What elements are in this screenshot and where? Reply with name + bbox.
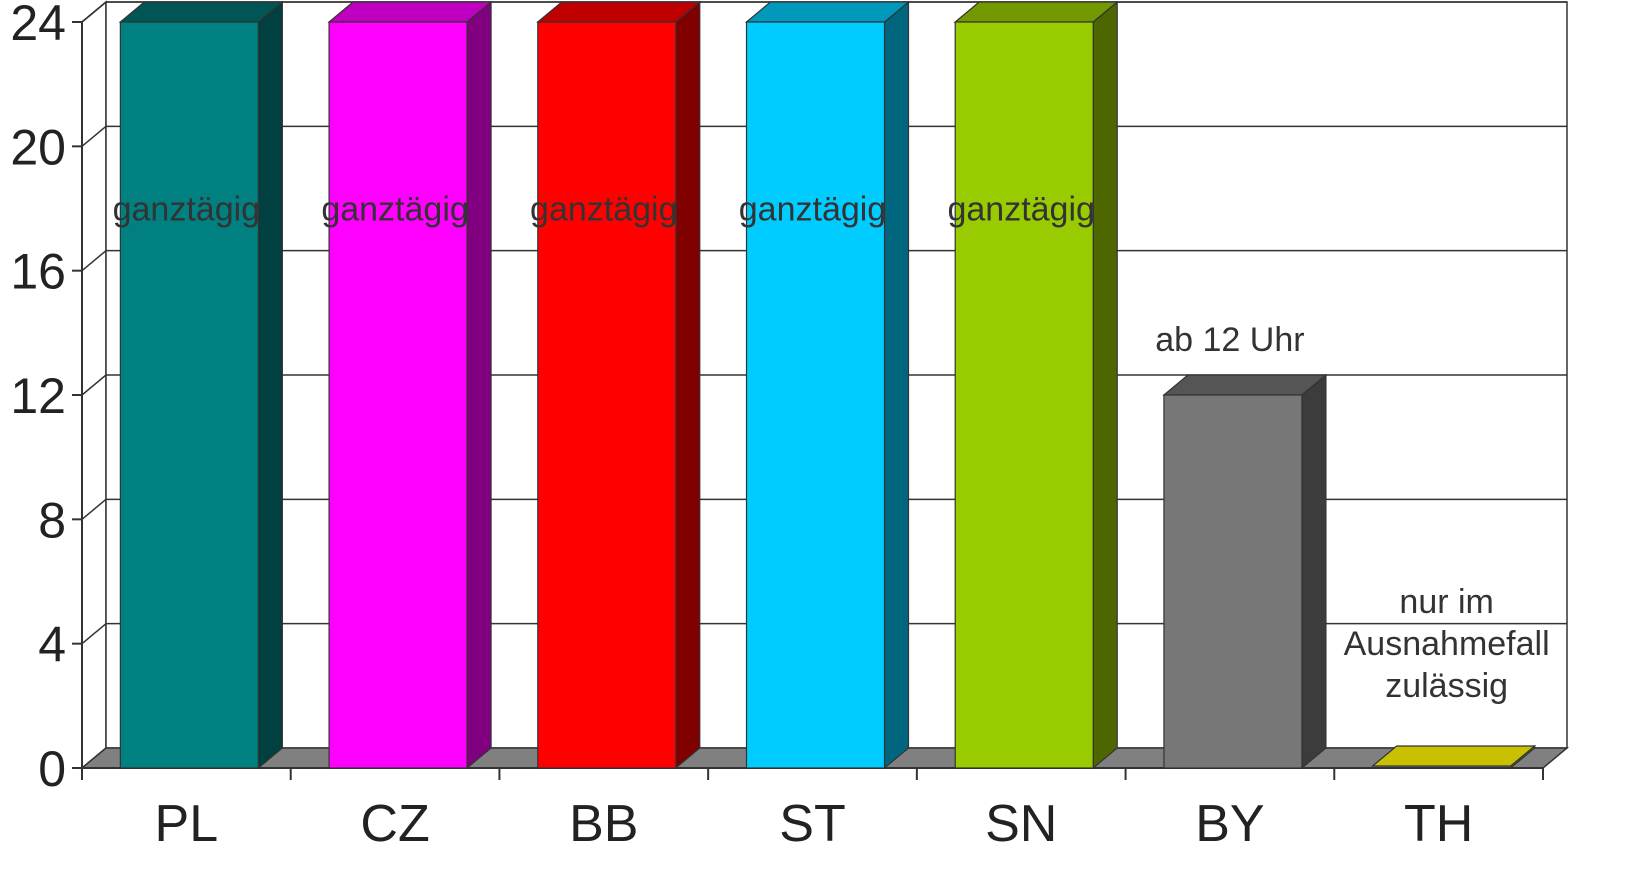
x-tick-label: ST	[779, 795, 845, 853]
data-label: ganztägig	[321, 191, 468, 229]
bar-front	[537, 21, 677, 769]
bars	[118, 0, 1537, 770]
bar-top	[744, 1, 911, 23]
bar	[1370, 744, 1537, 770]
data-label: nur im	[1399, 583, 1493, 621]
bar-front	[954, 21, 1094, 769]
bar	[327, 0, 493, 770]
bar-top	[536, 1, 702, 23]
y-tick-label: 20	[10, 119, 66, 175]
bar	[118, 0, 285, 770]
bar	[536, 0, 702, 770]
bar-side	[257, 0, 283, 770]
data-label: ganztägig	[739, 191, 886, 229]
bar	[744, 0, 911, 770]
bar-top	[1162, 374, 1328, 396]
y-tick-label: 24	[10, 0, 66, 51]
data-label: ganztägig	[113, 191, 260, 229]
x-tick-label: PL	[155, 795, 219, 853]
bar	[1162, 373, 1328, 770]
data-label: ganztägig	[947, 191, 1094, 229]
gridline	[81, 1, 107, 23]
bar-side	[466, 0, 492, 770]
data-label: ganztägig	[530, 191, 677, 229]
bar-front	[328, 21, 468, 769]
gridline	[81, 623, 107, 645]
bar-annotations: ganztägig ganztägig ganztägig ganztägig ganz…	[113, 191, 1550, 706]
gridline	[81, 374, 107, 396]
bar-front	[1163, 394, 1303, 769]
bar-top	[1370, 745, 1537, 767]
gridline	[81, 125, 107, 147]
data-label: zulässig	[1385, 667, 1508, 705]
y-tick-label: 12	[10, 368, 66, 424]
bar-side	[1301, 373, 1327, 770]
x-tick-label: BY	[1195, 795, 1264, 853]
bar-front	[745, 21, 886, 769]
y-tick-label: 16	[10, 244, 66, 300]
bar-side	[883, 0, 910, 770]
x-tick-label: CZ	[360, 795, 429, 853]
gridline	[81, 250, 107, 272]
bar-top	[118, 1, 285, 23]
bar-side	[675, 0, 701, 770]
data-label: Ausnahmefall	[1344, 625, 1550, 663]
y-tick-label: 8	[38, 492, 66, 548]
y-tick-label: 0	[38, 741, 66, 797]
axes: 0 4 8 12 16 20 24 PL CZ BB ST SN BY TH	[10, 0, 1544, 853]
data-label: ab 12 Uhr	[1155, 321, 1304, 359]
y-tick-label: 4	[38, 617, 66, 673]
gridline	[81, 498, 107, 520]
bar-side	[1092, 0, 1118, 770]
x-tick-label: BB	[569, 795, 638, 853]
bar	[953, 0, 1119, 770]
bar-top	[953, 1, 1119, 23]
bar-front	[119, 21, 259, 769]
x-tick-label: SN	[985, 795, 1057, 853]
bar-top	[327, 1, 493, 23]
x-tick-label: TH	[1404, 795, 1473, 853]
